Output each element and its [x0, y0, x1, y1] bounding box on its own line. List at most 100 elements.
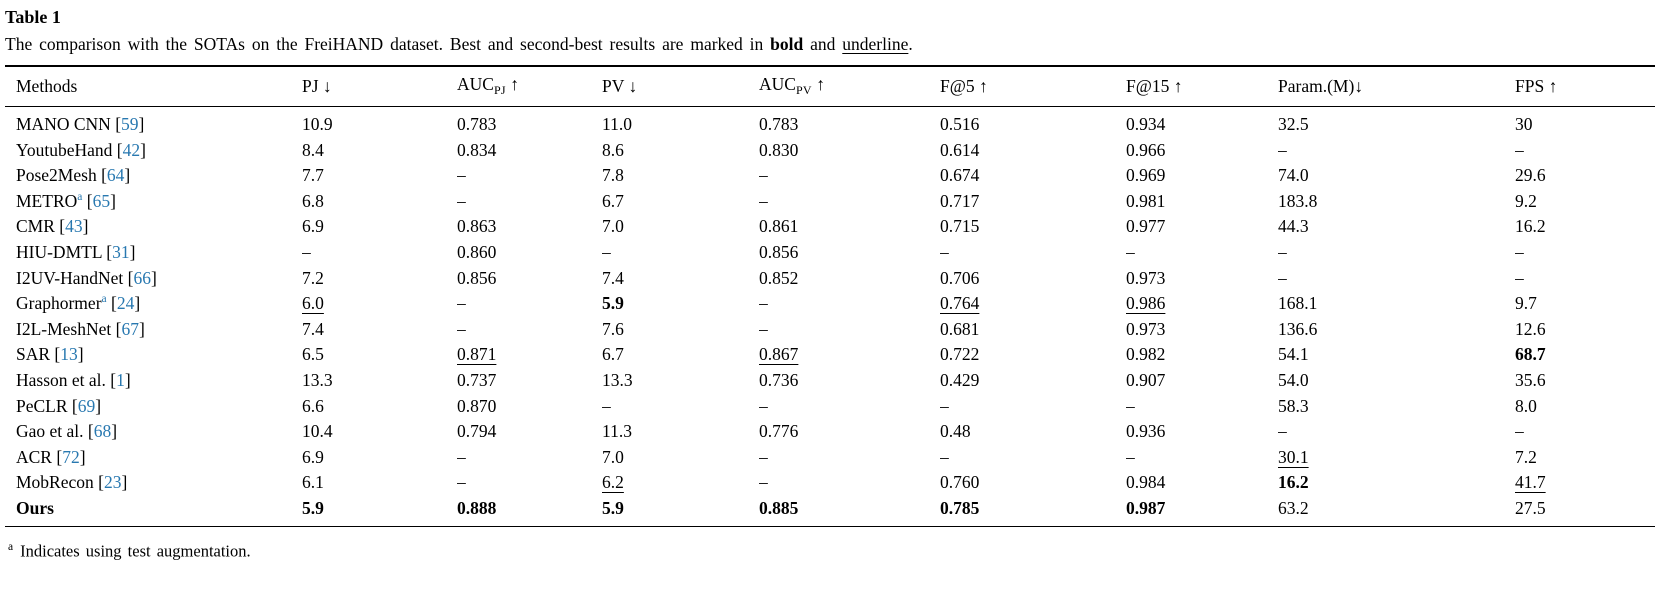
footnote-ref-marker[interactable]: a: [101, 293, 107, 306]
cell-value: 136.6: [1278, 318, 1318, 339]
cell-pv: 7.8: [602, 163, 759, 189]
citation-link[interactable]: 68: [93, 421, 112, 442]
col-header-label: F@15: [1126, 75, 1170, 96]
citation-link[interactable]: 64: [106, 165, 125, 186]
cell-f15: 0.981: [1126, 189, 1278, 215]
method-name: YoutubeHand: [16, 139, 113, 160]
citation-link[interactable]: 13: [60, 344, 78, 365]
cell-value: 6.6: [302, 395, 324, 416]
cell-value: 7.7: [302, 165, 324, 186]
cell-value: –: [1126, 395, 1135, 416]
table-row: HIU-DMTL [31] – 0.860 – 0.856 – – – –: [5, 240, 1655, 266]
citation-link[interactable]: 42: [122, 139, 141, 160]
cell-value: 12.6: [1515, 318, 1546, 339]
cell-value: 74.0: [1278, 165, 1309, 186]
method-name: Gao et al.: [16, 421, 84, 442]
cell-value: 68.7: [1515, 344, 1546, 365]
citation-link[interactable]: 23: [103, 472, 122, 493]
cell-f5: 0.715: [940, 214, 1126, 240]
citation-link[interactable]: 72: [62, 446, 80, 467]
citation-link[interactable]: 66: [133, 267, 151, 288]
cell-value: 7.0: [602, 446, 624, 467]
cell-value: 0.722: [940, 344, 980, 365]
cell-auc_pj: –: [457, 470, 602, 496]
footnote-marker: a: [8, 540, 14, 553]
table-label: Table 1: [5, 7, 61, 27]
cell-value: –: [940, 241, 949, 262]
cell-value: 0.48: [940, 421, 971, 442]
cell-pj: 6.9: [302, 214, 457, 240]
cell-fps: 29.6: [1515, 163, 1655, 189]
citation-link[interactable]: 59: [121, 114, 139, 134]
cell-value: 13.3: [302, 369, 333, 390]
col-header-label: Param.(M): [1278, 75, 1355, 96]
col-header-f15: F@15 ↑: [1126, 65, 1278, 107]
cell-value: –: [759, 395, 768, 416]
caption-underline-word: underline: [842, 34, 909, 54]
cell-value: 32.5: [1278, 114, 1309, 134]
method-name: Pose2Mesh: [16, 165, 97, 186]
col-header-fps: FPS ↑: [1515, 65, 1655, 107]
cell-pv: 8.6: [602, 138, 759, 164]
col-header-pv: PV ↓: [602, 65, 759, 107]
arrow-up-icon: ↑: [811, 74, 826, 94]
cell-f5: 0.429: [940, 368, 1126, 394]
citation-link[interactable]: 1: [116, 369, 125, 390]
cell-param: 74.0: [1278, 163, 1515, 189]
cell-auc_pv: –: [759, 445, 940, 471]
cell-pv: 13.3: [602, 368, 759, 394]
cell-pj: 6.6: [302, 394, 457, 420]
arrow-down-icon: ↓: [318, 75, 332, 96]
citation-link[interactable]: 24: [116, 293, 135, 314]
cell-auc_pv: 0.861: [759, 214, 940, 240]
cell-value: 0.982: [1126, 344, 1166, 365]
method-name: CMR: [16, 216, 55, 237]
citation-link[interactable]: 67: [121, 318, 139, 339]
cell-pj: 5.9: [302, 495, 457, 527]
cell-pj: 6.0: [302, 291, 457, 317]
citation-link[interactable]: 65: [92, 190, 111, 211]
cell-value: –: [457, 293, 466, 314]
cell-f15: –: [1126, 445, 1278, 471]
cell-auc_pj: 0.794: [457, 419, 602, 445]
table-row: Ours 5.9 0.888 5.9 0.885 0.785 0.987 63.2 27.5: [5, 495, 1655, 527]
cell-pv: 6.7: [602, 189, 759, 215]
table-row: Pose2Mesh [64] 7.7 – 7.8 – 0.674 0.969 74.0 29.6: [5, 163, 1655, 189]
cell-value: 0.861: [759, 216, 799, 237]
cell-value: 41.7: [1515, 472, 1546, 493]
method-name: Graphormer: [16, 293, 102, 314]
method-cell: I2L-MeshNet [67]: [16, 318, 145, 339]
cell-f15: 0.987: [1126, 495, 1278, 527]
table-row: MANO CNN [59] 10.9 0.783 11.0 0.783 0.516 0.93…: [5, 107, 1655, 138]
cell-value: –: [457, 190, 466, 211]
cell-value: 30.1: [1278, 446, 1309, 467]
cell-auc_pj: 0.863: [457, 214, 602, 240]
citation-link[interactable]: 69: [77, 395, 96, 416]
table-row: METROa [65] 6.8 – 6.7 – 0.717 0.981 183.8 9.2: [5, 189, 1655, 215]
cell-auc_pj: 0.737: [457, 368, 602, 394]
caption-bold-word: bold: [770, 34, 804, 54]
cell-fps: 9.7: [1515, 291, 1655, 317]
footnote-ref-marker[interactable]: a: [77, 190, 83, 203]
cell-fps: 7.2: [1515, 445, 1655, 471]
method-cell: ACR [72]: [16, 446, 86, 467]
cell-f15: 0.973: [1126, 317, 1278, 343]
cell-value: –: [1126, 446, 1135, 467]
method-name: MobRecon: [16, 472, 94, 493]
cell-value: 0.681: [940, 318, 980, 339]
cell-param: 30.1: [1278, 445, 1515, 471]
cell-f15: –: [1126, 394, 1278, 420]
table-row: SAR [13] 6.5 0.871 6.7 0.867 0.722 0.982 54.1 68…: [5, 342, 1655, 368]
cell-pv: 7.0: [602, 445, 759, 471]
cell-auc_pv: –: [759, 291, 940, 317]
cell-value: 27.5: [1515, 497, 1546, 518]
cell-auc_pj: 0.871: [457, 342, 602, 368]
cell-param: 168.1: [1278, 291, 1515, 317]
cell-value: –: [1515, 139, 1524, 160]
citation-link[interactable]: 31: [112, 241, 130, 262]
caption-text: and: [803, 34, 843, 54]
col-header-label: PJ: [302, 75, 319, 96]
citation-link[interactable]: 43: [65, 216, 83, 237]
cell-f5: 0.760: [940, 470, 1126, 496]
col-header-subscript: PJ: [493, 83, 506, 97]
